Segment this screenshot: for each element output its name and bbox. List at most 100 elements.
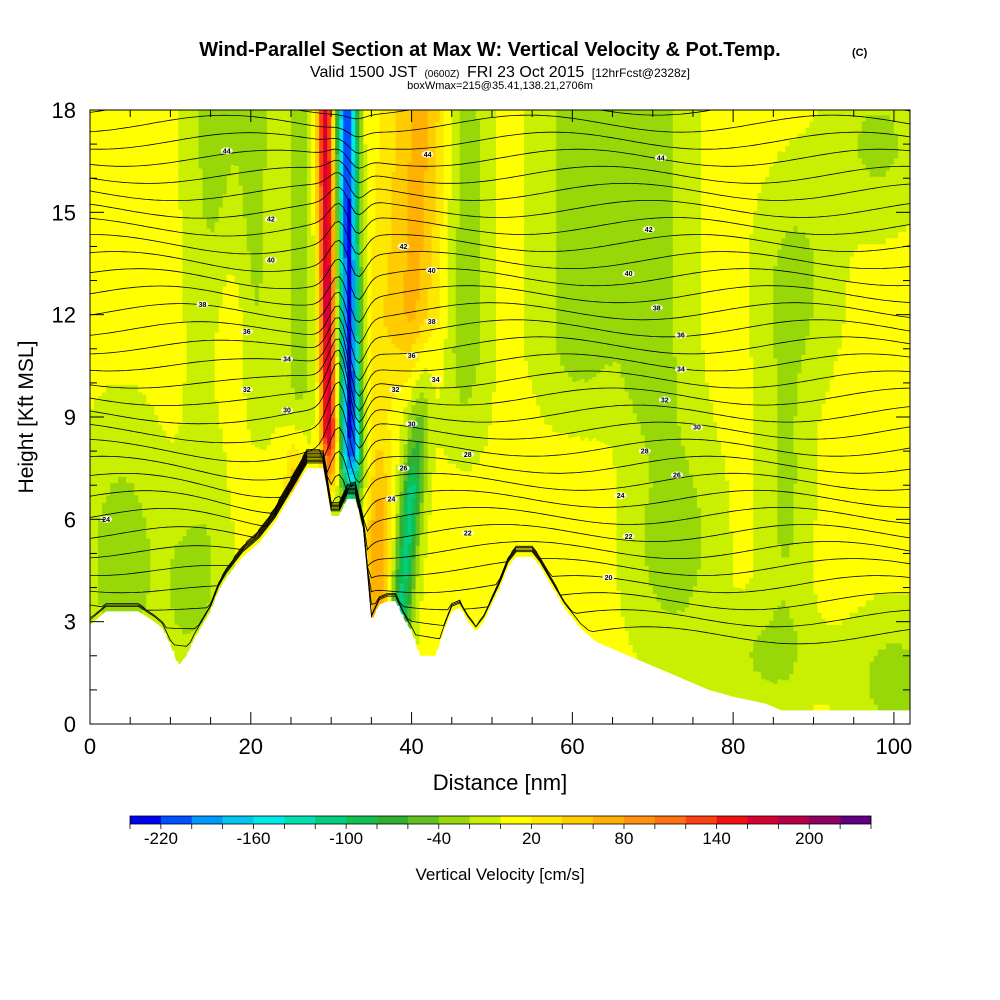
velocity-cell (793, 483, 799, 632)
contour-label: 32 (243, 387, 251, 394)
velocity-cell (355, 482, 360, 490)
velocity-cell (226, 110, 232, 177)
velocity-cell (411, 422, 417, 449)
velocity-cell (431, 110, 437, 227)
velocity-cell (620, 616, 626, 654)
colorbar-swatch (593, 816, 625, 824)
velocity-cell (640, 110, 646, 436)
velocity-cell (419, 250, 425, 325)
contour-label-bg (264, 256, 277, 264)
velocity-cell (391, 110, 397, 172)
contour-label: 36 (677, 333, 685, 340)
velocity-cell (435, 398, 441, 448)
velocity-cell (102, 502, 107, 614)
contour-label: 36 (408, 353, 416, 360)
velocity-cell (262, 167, 268, 451)
velocity-cell (202, 216, 208, 525)
velocity-cell (423, 397, 429, 491)
velocity-cell (512, 110, 517, 561)
velocity-cell (660, 110, 666, 610)
velocity-cell (323, 455, 328, 463)
velocity-cell (415, 110, 421, 301)
theta-contour-line (90, 338, 910, 412)
velocity-cell (801, 231, 807, 355)
theta-contour-line (90, 362, 910, 435)
colorbar-swatch (469, 816, 501, 824)
velocity-cell (170, 441, 176, 560)
velocity-cell (407, 321, 413, 353)
velocity-cell (391, 595, 397, 602)
velocity-cell (282, 425, 288, 476)
velocity-cell (154, 110, 159, 416)
velocity-cell (877, 648, 883, 711)
theta-contour-line (90, 305, 910, 364)
velocity-cell (150, 110, 155, 407)
velocity-cell (439, 110, 445, 228)
velocity-cell (327, 264, 332, 444)
velocity-cell (186, 633, 192, 653)
velocity-cell (226, 175, 232, 275)
velocity-cell (331, 503, 336, 517)
velocity-cell (242, 110, 248, 219)
velocity-cell (415, 416, 421, 442)
velocity-cell (343, 257, 348, 369)
contour-label: 24 (617, 493, 625, 500)
velocity-cell (399, 466, 405, 492)
velocity-cell (861, 243, 867, 607)
contour-label: 38 (653, 305, 661, 312)
velocity-cell (853, 110, 859, 251)
velocity-cell (194, 524, 200, 630)
contour-label-bg (642, 225, 655, 233)
velocity-cell (757, 634, 762, 673)
velocity-cell (407, 161, 413, 323)
velocity-cell (648, 585, 654, 666)
velocity-cell (355, 110, 360, 140)
velocity-cell (769, 681, 774, 707)
velocity-cell (829, 624, 835, 711)
velocity-cell (359, 463, 364, 489)
velocity-cell (242, 217, 248, 397)
velocity-cell (351, 462, 356, 475)
velocity-cell (234, 165, 240, 283)
velocity-cell (717, 440, 722, 694)
velocity-cell (323, 110, 328, 328)
velocity-cell (331, 417, 336, 437)
velocity-cell (753, 640, 758, 672)
velocity-cell (379, 499, 385, 605)
forecast-info: [12hrFcst@2328z] (592, 66, 690, 80)
contour-label: 42 (267, 217, 275, 224)
contour-label-bg (674, 365, 687, 373)
velocity-cell (363, 143, 368, 489)
velocity-cell (347, 486, 352, 500)
theta-contour-line (90, 276, 910, 323)
theta-contour-line (90, 457, 910, 579)
x-tick-label: 60 (560, 734, 584, 759)
velocity-cell (391, 539, 397, 572)
velocity-cell (286, 110, 292, 426)
velocity-cell (170, 607, 176, 652)
velocity-cell (644, 454, 650, 505)
velocity-cell (419, 348, 425, 374)
velocity-cell (162, 430, 167, 634)
velocity-cell (419, 391, 425, 417)
velocity-cell (889, 120, 895, 165)
contour-label-bg (429, 376, 442, 383)
velocity-cell (793, 630, 799, 662)
velocity-cell (873, 593, 879, 656)
velocity-cell (600, 110, 606, 369)
velocity-cell (246, 110, 252, 252)
velocity-cell (487, 110, 493, 426)
theta-contour-line (90, 450, 910, 503)
velocity-cell (861, 605, 867, 711)
velocity-cell (745, 110, 750, 584)
velocity-cell (407, 573, 413, 605)
velocity-cell (825, 391, 831, 625)
velocity-cell (869, 698, 875, 711)
velocity-cell (295, 110, 300, 400)
velocity-cell (142, 110, 147, 395)
contour-label: 34 (283, 357, 291, 364)
velocity-cell (359, 110, 364, 268)
contour-label: 26 (673, 473, 681, 480)
velocity-cell (90, 408, 95, 624)
theta-contour-line (90, 461, 910, 630)
